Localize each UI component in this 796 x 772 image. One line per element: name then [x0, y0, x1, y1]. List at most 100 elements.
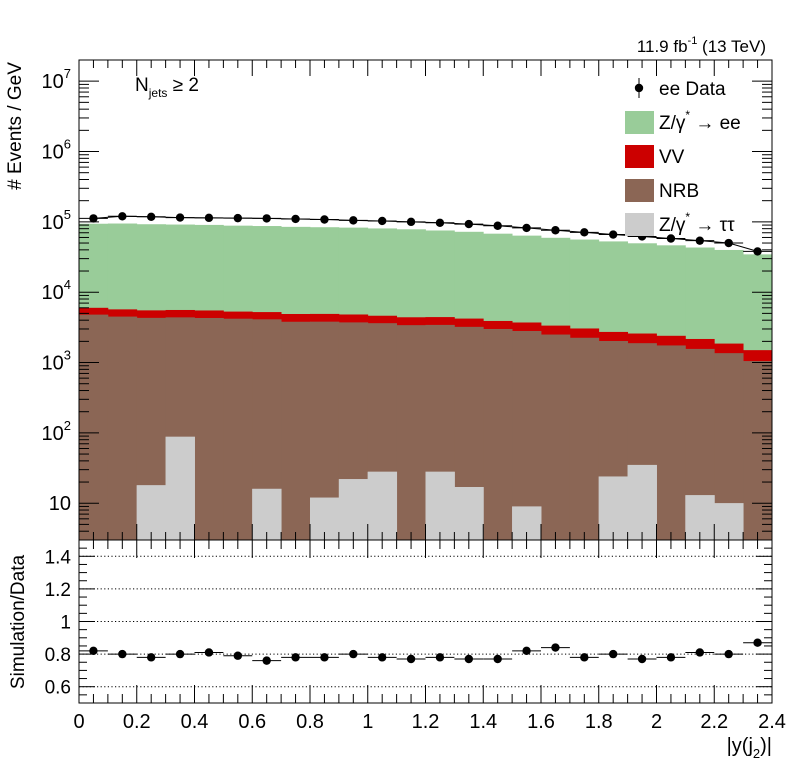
data-point-7 [291, 214, 300, 224]
ratio-point-9 [349, 649, 358, 659]
ratio-ytick-label-3: 1.2 [45, 580, 71, 601]
ratio-point-18 [608, 649, 618, 659]
ratio-point-16 [551, 643, 560, 652]
ytick-label-3: 104 [42, 277, 71, 304]
ytick-label-6: 107 [42, 66, 71, 93]
ytick-label-4: 105 [42, 207, 71, 234]
ratio-point-4 [204, 648, 214, 657]
legend-entry-4-label: Z/γ* → ττ [659, 210, 735, 236]
data-point-10 [377, 216, 387, 226]
bar-nrb-17 [569, 337, 600, 540]
ytick-label-0: 10 [49, 493, 71, 515]
legend-entry-4-swatch [625, 213, 654, 236]
xtick-label-10: 2 [651, 711, 662, 733]
ratio-point-19 [637, 654, 647, 664]
ytick-label-1: 102 [42, 418, 71, 445]
ratio-ytick-label-4: 1.4 [45, 547, 72, 568]
ratio-point-6 [262, 656, 271, 665]
legend-entry-3-label: NRB [659, 181, 699, 202]
ratio-point-23 [753, 638, 762, 647]
xtick-label-2: 0.4 [181, 711, 209, 733]
xtick-label-8: 1.6 [527, 711, 555, 733]
legend-entry-0-label: ee Data [659, 79, 726, 100]
xtick-label-11: 2.2 [700, 711, 728, 733]
ratio-point-10 [377, 653, 387, 662]
bar-tautau-top-12 [425, 471, 455, 540]
xtick-label-3: 0.6 [238, 711, 266, 733]
data-point-13 [464, 219, 474, 229]
ratio-ytick-label-0: 0.6 [45, 678, 71, 699]
bar-tautau-top-6 [252, 488, 282, 540]
bar-nrb-20 [656, 345, 686, 540]
bar-nrb-1 [107, 316, 138, 540]
data-point-5 [233, 213, 243, 223]
data-point-17 [580, 228, 589, 237]
ratio-point-3 [175, 649, 185, 659]
data-point-23 [753, 247, 762, 256]
bar-nrb-14 [483, 328, 513, 540]
bar-nrb-5 [223, 318, 253, 540]
main-panel: 10 102 103 104 105 106 107 [42, 59, 773, 541]
legend-entry-2-swatch [625, 145, 654, 168]
bar-nrb-11 [396, 325, 426, 540]
xtick-label-7: 1.4 [469, 711, 497, 733]
bar-tautau-top-3 [165, 436, 195, 540]
ratio-ylabel: Simulation/Data [8, 555, 29, 690]
ratio-point-20 [666, 653, 676, 662]
bar-nrb-16 [541, 334, 571, 540]
ratio-point-0 [89, 646, 98, 656]
labels: 11.9 fb-1 (13 TeV) Njets ≥ 2 # Events / Ge… [5, 35, 772, 761]
data-point-15 [522, 223, 531, 233]
legend-entry-2-label: VV [659, 147, 685, 168]
ratio-point-11 [406, 654, 416, 664]
data-point-20 [666, 234, 676, 243]
ytick-label-5: 106 [42, 137, 71, 164]
xtick-label-9: 1.8 [585, 711, 613, 733]
ratio-point-22 [724, 649, 733, 659]
ratio-point-1 [118, 649, 127, 659]
data-point-18 [608, 230, 618, 239]
xtick-label-5: 1 [362, 711, 373, 733]
bar-nrb-4 [194, 317, 224, 540]
bar-tautau-top-19 [627, 464, 657, 540]
ratio-point-14 [493, 654, 502, 664]
bar-tautau-top-2 [136, 485, 167, 540]
data-point-3 [175, 213, 185, 222]
bar-nrb-23 [743, 361, 772, 540]
data-point-6 [262, 214, 271, 223]
ytick-label-2: 103 [42, 348, 71, 375]
x-axis-label: |y(j2)| [727, 735, 772, 761]
main-ylabel: # Events / GeV [5, 62, 26, 190]
data-point-1 [118, 212, 127, 221]
data-point-4 [204, 213, 214, 223]
data-point-12 [435, 218, 445, 227]
ratio-point-15 [522, 646, 531, 656]
legend-entry-0-marker [634, 83, 644, 93]
ratio-ytick-label-1: 0.8 [45, 645, 71, 666]
bar-nrb-15 [512, 330, 542, 540]
data-point-22 [724, 238, 733, 248]
ratio-point-8 [320, 653, 329, 662]
ratio-panel: 0.6 0.8 1 1.2 1.4 0 0.2 0.4 0.6 0.8 1 1.2 1.4 1.6 1.8 2… [45, 539, 786, 733]
njets-annotation: Njets ≥ 2 [135, 75, 199, 100]
ratio-ytick-label-2: 1 [60, 613, 71, 634]
ratio-point-7 [291, 653, 300, 662]
xtick-label-1: 0.2 [123, 711, 151, 733]
bar-tautau-top-9 [338, 479, 369, 540]
bar-tautau-top-18 [598, 476, 629, 540]
lumi-label: 11.9 fb-1 (13 TeV) [637, 35, 766, 56]
ratio-point-5 [233, 651, 243, 660]
ratio-point-21 [695, 648, 705, 657]
data-point-21 [695, 236, 705, 245]
xtick-label-6: 1.2 [412, 711, 440, 733]
data-point-14 [493, 221, 502, 230]
legend-entry-1-swatch [625, 111, 654, 134]
ratio-point-17 [580, 653, 589, 662]
bar-tautau-top-10 [367, 471, 398, 540]
legend-entry-1-label: Z/γ* → ee [659, 108, 741, 134]
data-point-9 [349, 216, 358, 225]
ratio-point-13 [464, 654, 474, 664]
ratio-point-2 [146, 653, 156, 662]
bar-tautau-top-13 [454, 487, 484, 540]
data-point-2 [146, 212, 156, 222]
